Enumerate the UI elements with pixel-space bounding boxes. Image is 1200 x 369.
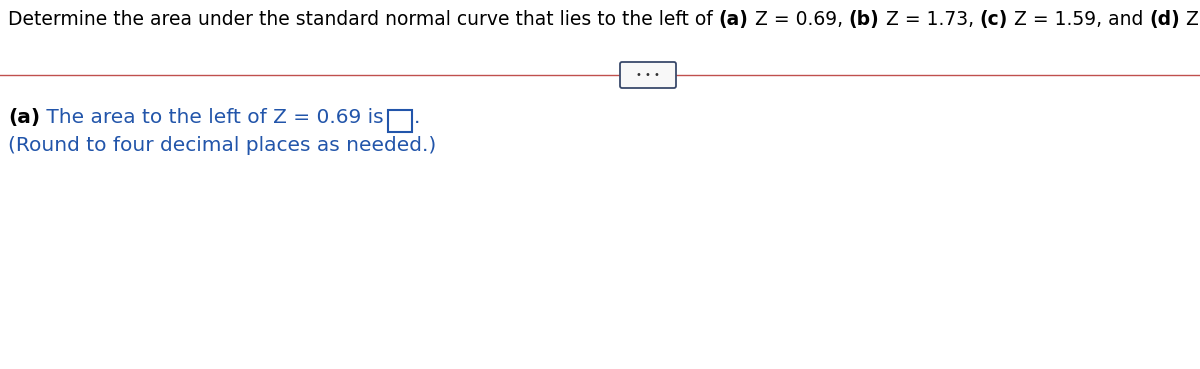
Text: (d): (d) [1150, 10, 1180, 29]
Text: • • •: • • • [636, 70, 660, 80]
Text: Z = 1.59, and: Z = 1.59, and [1008, 10, 1150, 29]
Text: (a): (a) [719, 10, 749, 29]
FancyBboxPatch shape [388, 110, 412, 132]
Text: (b): (b) [848, 10, 880, 29]
Text: The area to the left of Z = 0.69 is: The area to the left of Z = 0.69 is [40, 108, 384, 127]
Text: Determine the area under the standard normal curve that lies to the left of: Determine the area under the standard no… [8, 10, 719, 29]
Text: Z = 1.73,: Z = 1.73, [880, 10, 979, 29]
Text: Z = 0.69,: Z = 0.69, [749, 10, 848, 29]
Text: .: . [414, 108, 420, 127]
Text: Z = 1.15.: Z = 1.15. [1180, 10, 1200, 29]
FancyBboxPatch shape [620, 62, 676, 88]
Text: (Round to four decimal places as needed.): (Round to four decimal places as needed.… [8, 136, 437, 155]
Text: (a): (a) [8, 108, 40, 127]
Text: (c): (c) [979, 10, 1008, 29]
